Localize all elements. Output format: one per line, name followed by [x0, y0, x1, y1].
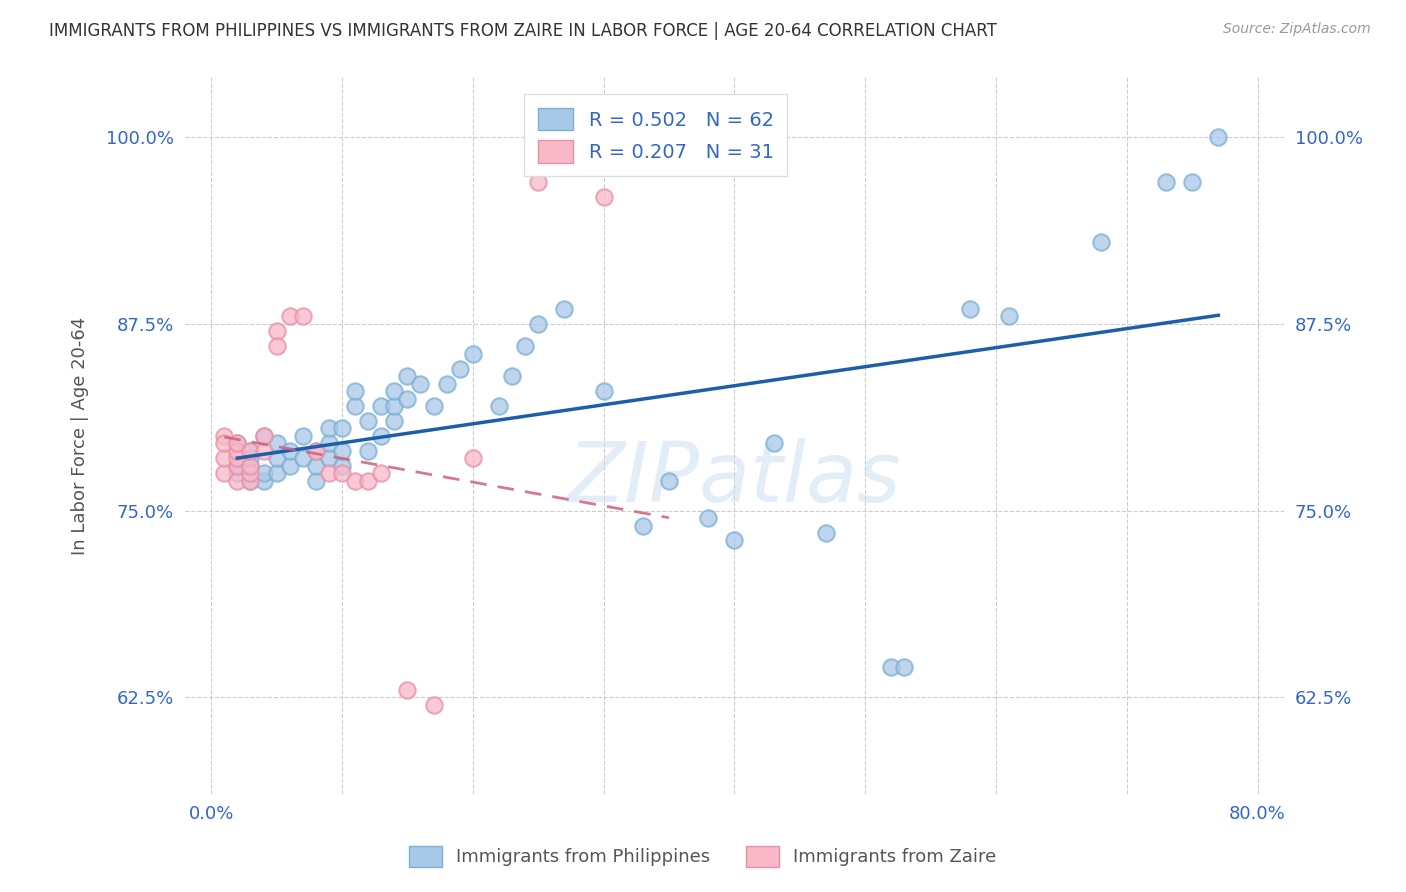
- Point: [1181, 175, 1204, 189]
- Point: [1090, 235, 1112, 249]
- Point: [330, 443, 353, 458]
- Point: [291, 310, 314, 324]
- Point: [461, 451, 484, 466]
- Point: [214, 436, 236, 450]
- Point: [239, 443, 262, 458]
- Point: [252, 474, 274, 488]
- Point: [880, 660, 903, 674]
- Point: [330, 458, 353, 473]
- Point: [382, 414, 405, 428]
- Point: [266, 436, 288, 450]
- Point: [553, 301, 575, 316]
- Point: [226, 436, 249, 450]
- Point: [239, 458, 262, 473]
- Point: [396, 682, 419, 697]
- Point: [266, 451, 288, 466]
- Point: [396, 369, 419, 384]
- Point: [291, 429, 314, 443]
- Point: [266, 339, 288, 353]
- Point: [527, 317, 550, 331]
- Point: [409, 376, 432, 391]
- Point: [422, 698, 444, 712]
- Point: [998, 310, 1021, 324]
- Point: [266, 324, 288, 338]
- Point: [461, 347, 484, 361]
- Point: [239, 451, 262, 466]
- Point: [382, 384, 405, 398]
- Point: [449, 361, 471, 376]
- Point: [344, 384, 367, 398]
- Point: [239, 443, 262, 458]
- Point: [214, 429, 236, 443]
- Legend: Immigrants from Philippines, Immigrants from Zaire: Immigrants from Philippines, Immigrants …: [402, 838, 1004, 874]
- Point: [278, 458, 301, 473]
- Point: [631, 518, 654, 533]
- Point: [252, 467, 274, 481]
- Point: [305, 443, 328, 458]
- Point: [527, 175, 550, 189]
- Point: [357, 443, 380, 458]
- Point: [382, 399, 405, 413]
- Point: [226, 458, 249, 473]
- Point: [370, 399, 392, 413]
- Point: [239, 474, 262, 488]
- Point: [422, 399, 444, 413]
- Point: [762, 436, 785, 450]
- Point: [252, 429, 274, 443]
- Point: [226, 436, 249, 450]
- Point: [488, 399, 510, 413]
- Y-axis label: In Labor Force | Age 20-64: In Labor Force | Age 20-64: [72, 317, 89, 555]
- Point: [658, 847, 681, 862]
- Point: [239, 458, 262, 473]
- Point: [226, 451, 249, 466]
- Text: ZIPatlas: ZIPatlas: [568, 439, 901, 519]
- Point: [266, 467, 288, 481]
- Point: [226, 458, 249, 473]
- Point: [592, 384, 614, 398]
- Legend: R = 0.502   N = 62, R = 0.207   N = 31: R = 0.502 N = 62, R = 0.207 N = 31: [524, 95, 787, 177]
- Point: [318, 451, 340, 466]
- Point: [396, 392, 419, 406]
- Point: [318, 436, 340, 450]
- Point: [252, 443, 274, 458]
- Point: [318, 467, 340, 481]
- Point: [344, 399, 367, 413]
- Point: [330, 421, 353, 435]
- Point: [1154, 175, 1177, 189]
- Point: [370, 429, 392, 443]
- Point: [226, 467, 249, 481]
- Point: [278, 310, 301, 324]
- Point: [278, 443, 301, 458]
- Text: Source: ZipAtlas.com: Source: ZipAtlas.com: [1223, 22, 1371, 37]
- Point: [436, 376, 458, 391]
- Point: [226, 474, 249, 488]
- Point: [239, 474, 262, 488]
- Point: [357, 474, 380, 488]
- Point: [214, 451, 236, 466]
- Point: [330, 467, 353, 481]
- Point: [239, 467, 262, 481]
- Point: [370, 467, 392, 481]
- Point: [252, 429, 274, 443]
- Point: [697, 511, 720, 525]
- Point: [305, 443, 328, 458]
- Point: [305, 458, 328, 473]
- Point: [814, 526, 837, 541]
- Point: [658, 474, 681, 488]
- Point: [723, 533, 745, 548]
- Point: [513, 339, 536, 353]
- Point: [305, 474, 328, 488]
- Point: [226, 443, 249, 458]
- Point: [291, 451, 314, 466]
- Point: [592, 190, 614, 204]
- Point: [357, 414, 380, 428]
- Point: [214, 467, 236, 481]
- Point: [1208, 130, 1230, 145]
- Point: [501, 369, 523, 384]
- Text: IMMIGRANTS FROM PHILIPPINES VS IMMIGRANTS FROM ZAIRE IN LABOR FORCE | AGE 20-64 : IMMIGRANTS FROM PHILIPPINES VS IMMIGRANT…: [49, 22, 997, 40]
- Point: [959, 301, 981, 316]
- Point: [344, 474, 367, 488]
- Point: [893, 660, 915, 674]
- Point: [318, 421, 340, 435]
